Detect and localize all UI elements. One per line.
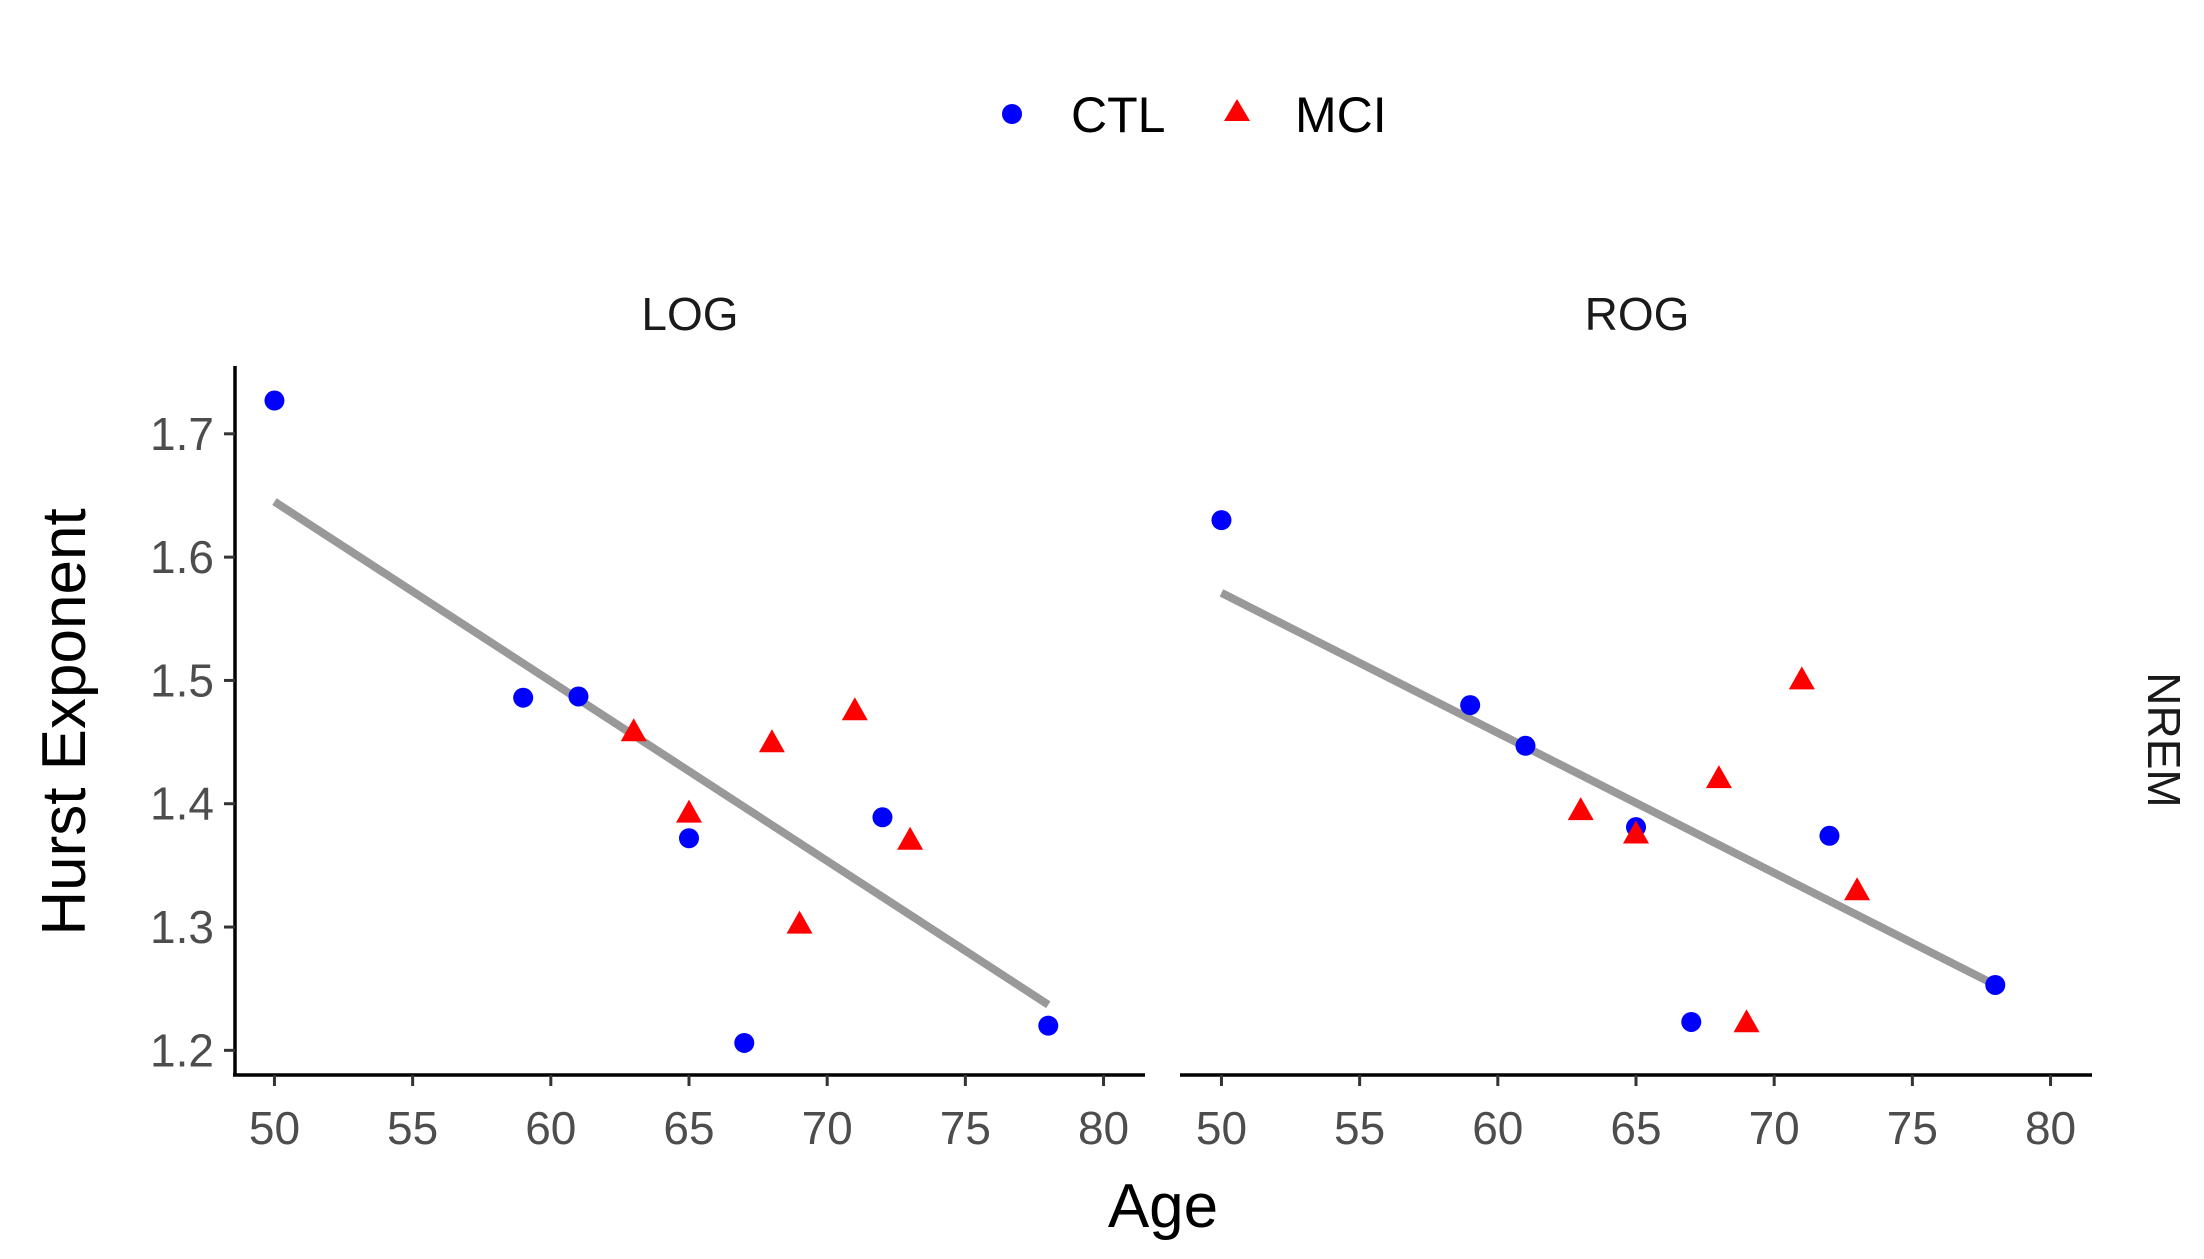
- point-ctl-log: [264, 390, 285, 411]
- point-ctl-rog: [1985, 974, 2006, 995]
- row-strip-label: NREM: [2138, 672, 2190, 807]
- x-tick-label: 55: [1334, 1102, 1385, 1154]
- x-tick-label: 65: [663, 1102, 714, 1154]
- point-mci-log: [786, 910, 813, 934]
- x-tick-label: 55: [387, 1102, 438, 1154]
- data-marks: [264, 390, 2006, 1053]
- point-mci-log: [758, 729, 785, 753]
- legend-circle-icon: [1002, 104, 1022, 124]
- legend-label-ctl: CTL: [1071, 87, 1165, 143]
- legend-item-mci: MCI: [1224, 87, 1387, 143]
- panel-label-rog: ROG: [1585, 288, 1690, 340]
- point-mci-log: [841, 697, 868, 721]
- x-tick-label: 65: [1610, 1102, 1661, 1154]
- x-tick-label: 60: [525, 1102, 576, 1154]
- x-axis-ticks: 50 55 60 65 70 75 80 50 55 60 65 70 75 80: [249, 1075, 2076, 1154]
- point-mci-log: [676, 799, 702, 823]
- x-tick-label: 80: [1078, 1102, 1129, 1154]
- point-ctl-log: [1038, 1015, 1059, 1036]
- y-tick-label: 1.6: [150, 531, 214, 583]
- point-mci-log: [620, 718, 647, 742]
- legend-label-mci: MCI: [1295, 87, 1387, 143]
- point-ctl-rog: [1515, 735, 1536, 756]
- fit-line-rog: [1219, 589, 1998, 989]
- point-ctl-rog: [1819, 825, 1840, 846]
- point-ctl-log: [568, 686, 589, 707]
- y-tick-label: 1.5: [150, 654, 214, 706]
- point-ctl-rog: [1681, 1011, 1702, 1032]
- x-tick-label: 70: [802, 1102, 853, 1154]
- x-tick-label: 75: [1887, 1102, 1938, 1154]
- point-ctl-log: [679, 828, 699, 849]
- point-mci-rog: [1788, 666, 1815, 690]
- x-tick-label: 70: [1749, 1102, 1800, 1154]
- point-mci-rog: [1623, 820, 1649, 844]
- x-tick-label: 50: [1196, 1102, 1247, 1154]
- point-ctl-rog: [1211, 510, 1232, 531]
- y-axis-ticks: 1.2 1.3 1.4 1.5 1.6 1.7: [150, 408, 235, 1076]
- y-tick-label: 1.7: [150, 408, 214, 460]
- point-ctl-log: [513, 687, 534, 708]
- point-mci-rog: [1844, 877, 1871, 901]
- x-tick-label: 75: [940, 1102, 991, 1154]
- x-tick-label: 50: [249, 1102, 300, 1154]
- point-mci-rog: [1705, 765, 1732, 789]
- legend: CTL MCI: [1002, 87, 1387, 143]
- panel-label-log: LOG: [641, 288, 738, 340]
- legend-item-ctl: CTL: [1002, 87, 1165, 143]
- point-mci-rog: [1567, 797, 1594, 821]
- x-tick-label: 80: [2025, 1102, 2076, 1154]
- point-mci-log: [897, 826, 924, 850]
- x-axis-title: Age: [1108, 1172, 1218, 1241]
- y-tick-label: 1.3: [150, 901, 214, 953]
- point-ctl-log: [734, 1032, 755, 1053]
- legend-triangle-icon: [1224, 99, 1250, 121]
- point-mci-rog: [1733, 1009, 1760, 1033]
- y-tick-label: 1.4: [150, 778, 214, 830]
- y-axis-title: Hurst Exponent: [30, 508, 99, 935]
- point-ctl-rog: [1460, 695, 1481, 716]
- point-ctl-log: [872, 807, 893, 828]
- fit-line-log: [272, 498, 1051, 1009]
- y-tick-label: 1.2: [150, 1024, 214, 1076]
- x-tick-label: 60: [1472, 1102, 1523, 1154]
